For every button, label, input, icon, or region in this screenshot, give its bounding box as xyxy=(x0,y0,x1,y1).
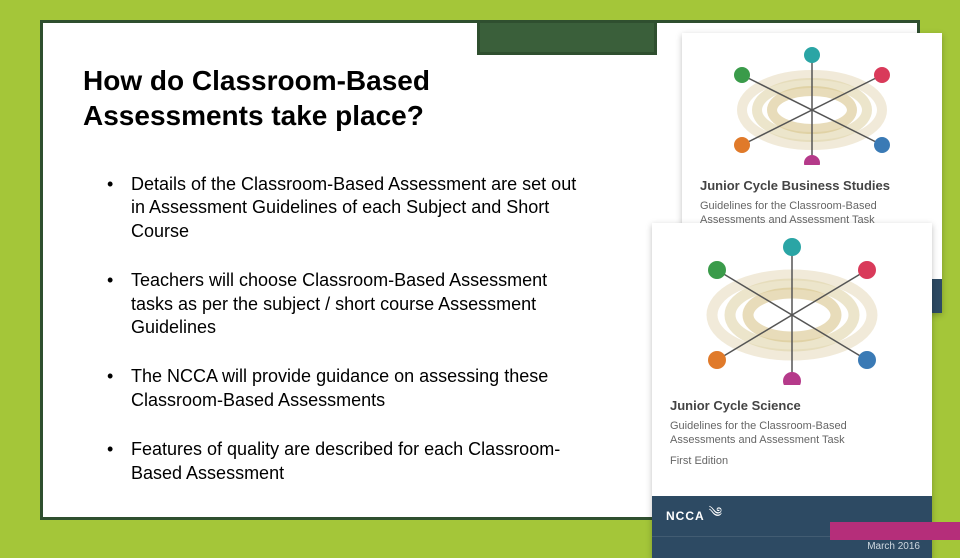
ncca-swirl-icon: ༄ xyxy=(709,496,722,536)
bullet-item: Features of quality are described for ea… xyxy=(103,438,593,485)
bullet-item: Teachers will choose Classroom-Based Ass… xyxy=(103,269,593,339)
doc-graphic-icon xyxy=(707,45,917,165)
accent-box xyxy=(477,20,657,55)
pink-accent-bar xyxy=(830,522,960,540)
doc-text: Junior Cycle Business Studies Guidelines… xyxy=(700,178,924,228)
doc-graphic-icon xyxy=(677,235,907,385)
doc-text: Junior Cycle Science Guidelines for the … xyxy=(670,398,914,468)
doc-title: Junior Cycle Science xyxy=(670,398,914,413)
ncca-logo: NCCA xyxy=(666,509,705,523)
slide-title: How do Classroom-Based Assessments take … xyxy=(83,63,503,133)
doc-subtitle: Guidelines for the Classroom-Based Asses… xyxy=(670,419,914,448)
doc-title: Junior Cycle Business Studies xyxy=(700,178,924,193)
bullet-list: Details of the Classroom-Based Assessmen… xyxy=(103,173,593,511)
bullet-item: The NCCA will provide guidance on assess… xyxy=(103,365,593,412)
bullet-item: Details of the Classroom-Based Assessmen… xyxy=(103,173,593,243)
doc-edition: First Edition xyxy=(670,454,914,468)
doc-thumbnail-science: Junior Cycle Science Guidelines for the … xyxy=(652,223,932,558)
slide-frame: How do Classroom-Based Assessments take … xyxy=(40,20,920,520)
